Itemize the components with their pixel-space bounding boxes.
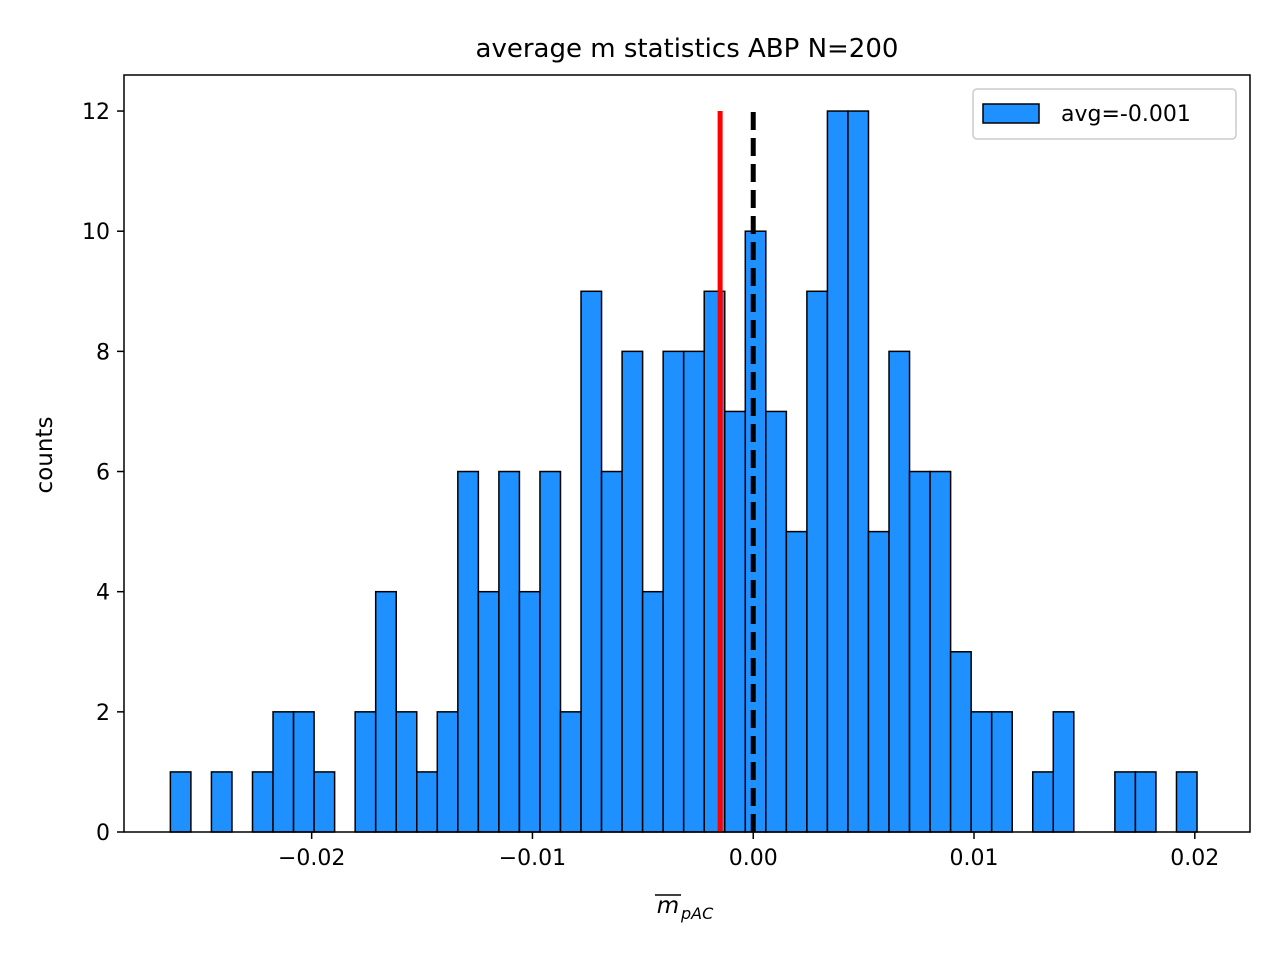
bars-group <box>169 110 1198 833</box>
histogram-bar <box>1031 771 1055 833</box>
y-tick-label: 4 <box>96 581 110 606</box>
histogram-bar <box>292 711 315 833</box>
histogram-bar <box>477 590 500 833</box>
histogram-bar <box>436 711 459 833</box>
x-tick-label: −0.01 <box>499 846 566 871</box>
histogram-bar <box>272 711 295 833</box>
y-tick-label: 0 <box>96 821 110 846</box>
histogram-bar <box>990 711 1013 833</box>
y-tick-label: 6 <box>96 461 110 486</box>
histogram-bar <box>662 350 685 833</box>
chart-title: average m statistics ABP N=200 <box>476 34 899 64</box>
histogram-bar <box>395 711 418 833</box>
histogram-bar <box>908 470 931 833</box>
y-tick-label: 10 <box>82 220 110 245</box>
histogram-bar <box>518 590 541 833</box>
histogram-bar <box>416 771 439 833</box>
histogram-bar <box>580 290 603 833</box>
histogram-bar <box>559 711 582 833</box>
histogram-bar <box>641 590 664 833</box>
histogram-bar <box>169 771 192 833</box>
histogram-bar <box>1052 711 1075 833</box>
histogram-bar <box>313 771 336 833</box>
histogram-bar <box>847 110 870 833</box>
histogram-bar <box>826 110 849 833</box>
histogram-bar <box>765 410 788 833</box>
histogram-bar <box>1114 771 1137 833</box>
histogram-bar <box>806 290 829 833</box>
x-tick-label: −0.02 <box>278 846 345 871</box>
x-axis: −0.02 −0.01 0.00 0.01 0.02 <box>278 832 1219 871</box>
histogram-bar <box>867 530 890 833</box>
histogram-bar <box>210 771 233 833</box>
histogram-bar <box>888 350 911 833</box>
x-axis-label: m pAC <box>655 893 714 923</box>
histogram-bar <box>251 771 274 833</box>
y-tick-label: 2 <box>96 701 110 726</box>
x-tick-label: 0.02 <box>1170 846 1219 871</box>
y-tick-label: 12 <box>82 100 110 125</box>
y-axis: 0 2 4 6 8 10 12 <box>82 100 124 846</box>
histogram-bar <box>929 470 952 833</box>
histogram-bar <box>970 711 993 833</box>
y-axis-label: counts <box>32 417 58 494</box>
legend-swatch <box>982 103 1040 124</box>
histogram-bar <box>724 410 747 833</box>
plot-frame <box>123 74 1251 833</box>
histogram-bar <box>600 470 623 833</box>
histogram-bar <box>374 590 397 833</box>
x-axis-label-subscript: pAC <box>680 904 714 923</box>
histogram-bar <box>1175 771 1198 833</box>
reference-lines <box>717 111 756 832</box>
histogram-bar <box>498 470 521 833</box>
legend: avg=-0.001 <box>972 88 1237 140</box>
histogram-bar <box>785 530 808 833</box>
x-tick-label: 0.00 <box>729 846 778 871</box>
histogram-bar <box>682 350 705 833</box>
legend-label: avg=-0.001 <box>1061 102 1191 127</box>
histogram-bar <box>621 350 644 833</box>
y-tick-label: 8 <box>96 340 110 365</box>
histogram-bar <box>457 470 480 833</box>
x-axis-label-main: m <box>657 893 679 919</box>
histogram-bar <box>949 651 972 833</box>
x-tick-label: 0.01 <box>950 846 999 871</box>
histogram-bar <box>354 711 377 833</box>
histogram-bar <box>1134 771 1157 833</box>
legend-frame <box>972 88 1237 140</box>
histogram-bar <box>539 470 562 833</box>
